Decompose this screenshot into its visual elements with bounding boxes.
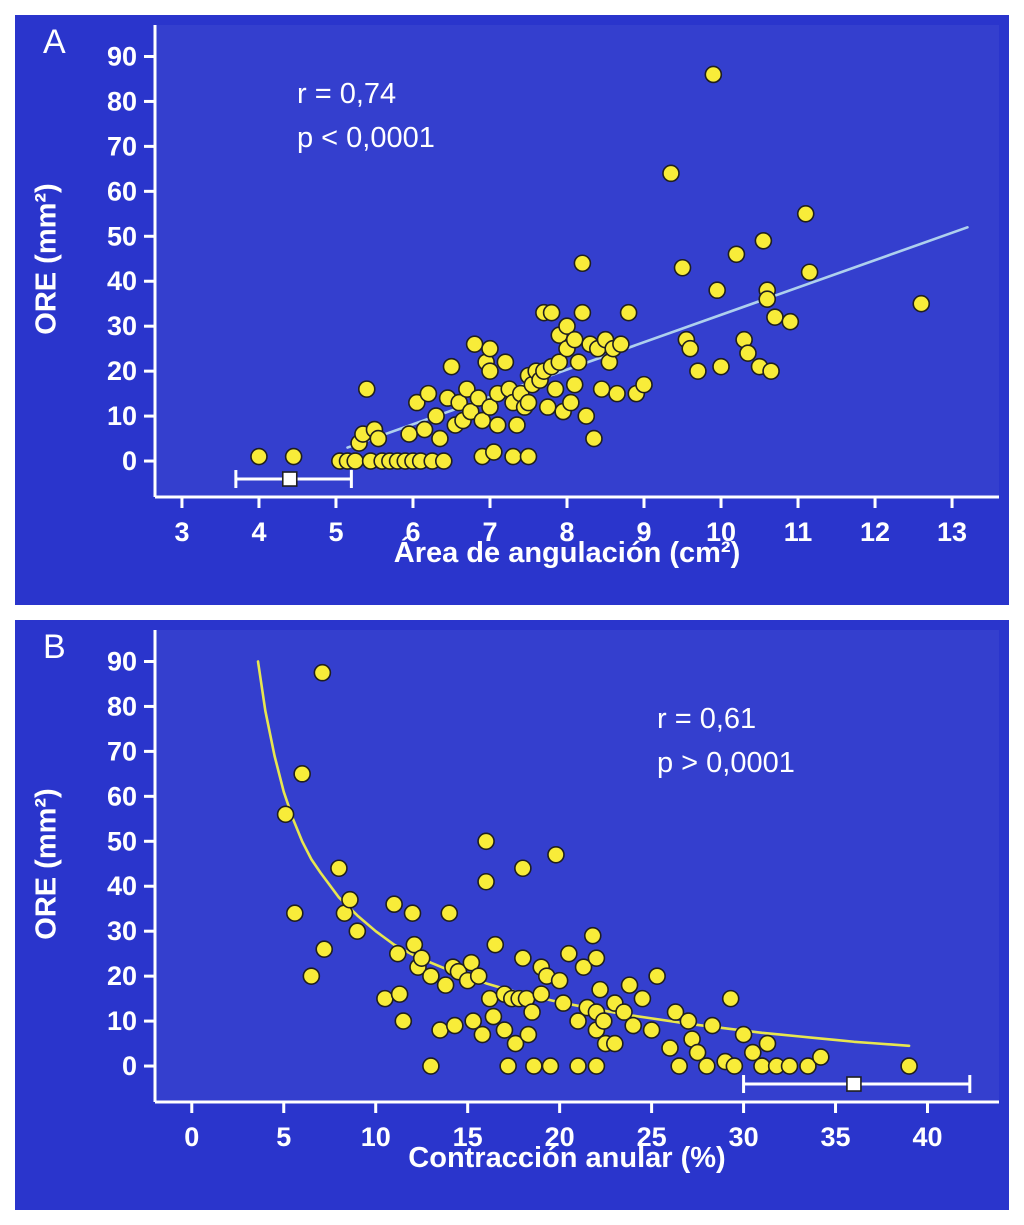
svg-text:20: 20 <box>107 356 137 386</box>
svg-text:50: 50 <box>107 826 137 856</box>
svg-text:30: 30 <box>729 1122 759 1152</box>
svg-text:70: 70 <box>107 736 137 766</box>
svg-text:30: 30 <box>107 916 137 946</box>
svg-text:50: 50 <box>107 221 137 251</box>
svg-text:80: 80 <box>107 86 137 116</box>
svg-text:40: 40 <box>912 1122 942 1152</box>
svg-text:5: 5 <box>276 1122 291 1152</box>
scatter-plot-b: 0 5 10 15 20 25 30 35 40 0 10 20 30 40 50 60 70 80 90 <box>107 630 999 1152</box>
svg-text:6: 6 <box>405 517 420 547</box>
stats-annotation-a: r = 0,74 p < 0,0001 <box>297 73 435 160</box>
svg-text:90: 90 <box>107 41 137 71</box>
svg-text:0: 0 <box>122 1051 137 1081</box>
svg-text:4: 4 <box>251 517 266 547</box>
panel-b-label: B <box>43 628 66 666</box>
svg-text:60: 60 <box>107 781 137 811</box>
y-axis-title-a: ORE (mm²) <box>30 183 63 335</box>
svg-text:15: 15 <box>453 1122 483 1152</box>
svg-text:25: 25 <box>637 1122 667 1152</box>
svg-text:10: 10 <box>361 1122 391 1152</box>
svg-text:9: 9 <box>636 517 651 547</box>
svg-text:20: 20 <box>107 961 137 991</box>
svg-text:90: 90 <box>107 646 137 676</box>
svg-text:7: 7 <box>482 517 497 547</box>
svg-text:40: 40 <box>107 266 137 296</box>
x-axis-title-b: Contracción anular (%) <box>408 1142 726 1174</box>
scatter-plot-a: 3 4 5 6 7 8 9 10 11 12 13 0 10 20 30 40 50 60 70 80 90 <box>107 25 999 547</box>
panel-a: 3 4 5 6 7 8 9 10 11 12 13 0 10 20 30 40 50 60 70 80 90 A ORE… <box>15 15 1009 605</box>
p-value-b: p > 0,0001 <box>657 746 795 779</box>
svg-text:3: 3 <box>174 517 189 547</box>
svg-text:0: 0 <box>122 446 137 476</box>
svg-text:20: 20 <box>545 1122 575 1152</box>
svg-text:70: 70 <box>107 131 137 161</box>
svg-text:13: 13 <box>937 517 967 547</box>
r-value-b: r = 0,61 <box>657 703 757 735</box>
svg-text:8: 8 <box>559 517 574 547</box>
svg-text:10: 10 <box>107 401 137 431</box>
svg-text:60: 60 <box>107 176 137 206</box>
svg-text:0: 0 <box>184 1122 199 1152</box>
stats-annotation-b: r = 0,61 p > 0,0001 <box>657 698 795 785</box>
svg-text:10: 10 <box>706 517 736 547</box>
svg-text:5: 5 <box>328 517 343 547</box>
r-value-a: r = 0,74 <box>297 78 397 110</box>
svg-text:40: 40 <box>107 871 137 901</box>
p-value-a: p < 0,0001 <box>297 121 435 154</box>
svg-text:80: 80 <box>107 691 137 721</box>
x-axis-title-a: Área de angulación (cm²) <box>393 537 741 569</box>
svg-text:35: 35 <box>821 1122 851 1152</box>
svg-text:30: 30 <box>107 311 137 341</box>
svg-text:10: 10 <box>107 1006 137 1036</box>
svg-text:12: 12 <box>860 517 890 547</box>
panel-b: 0 5 10 15 20 25 30 35 40 0 10 20 30 40 50 60 70 80 90 B OR… <box>15 620 1009 1210</box>
panel-a-label: A <box>43 23 66 61</box>
y-axis-title-b: ORE (mm²) <box>30 788 63 940</box>
svg-text:11: 11 <box>784 517 813 547</box>
